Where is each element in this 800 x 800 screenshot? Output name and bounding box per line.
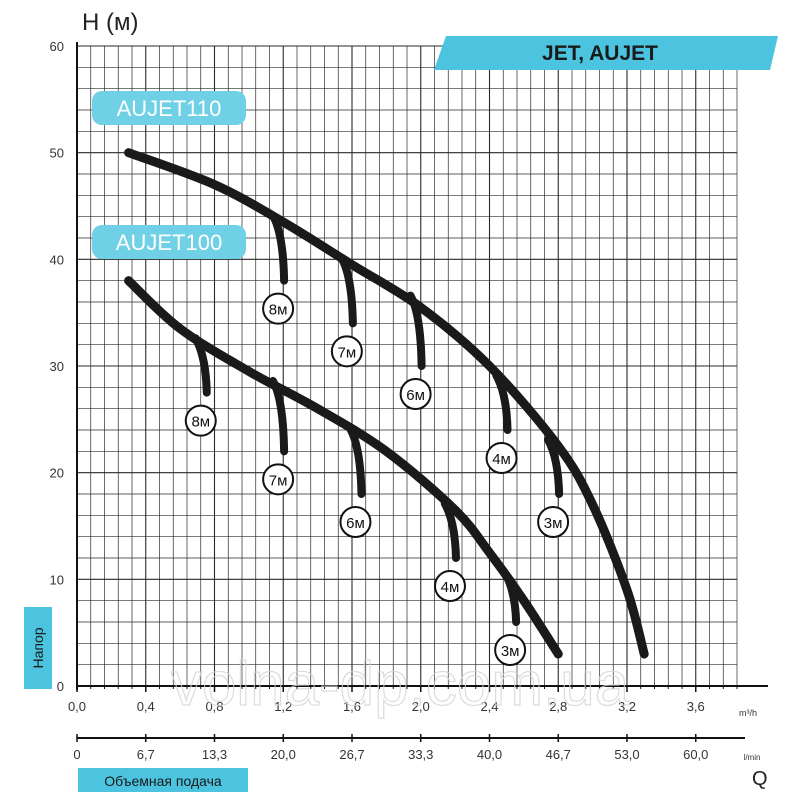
y-tick-label: 40 <box>50 252 64 267</box>
x-tick-label-lmin: 6,7 <box>137 747 155 762</box>
y-tick-label: 50 <box>50 146 64 161</box>
suction-branch-aujet100 <box>268 376 289 456</box>
suction-depth-label: 8м <box>191 414 210 431</box>
x-tick-label-m3h: 0,0 <box>68 699 86 714</box>
grid <box>76 45 738 687</box>
suction-depth-bubble <box>494 634 527 666</box>
legend-aujet100: AUJET100 <box>92 225 246 259</box>
x-tick-label-m3h: 1,6 <box>343 699 361 714</box>
suction-depth-bubble <box>339 506 372 538</box>
x-tick-label-lmin: 40,0 <box>477 747 502 762</box>
x-tick-label-m3h: 0,8 <box>205 699 223 714</box>
suction-depth-label: 6м <box>346 515 365 532</box>
labels: 8м 7м 6м 4м 3м 8м 7м 6м 4м 3м <box>184 292 570 666</box>
suction-depth-bubble <box>184 404 217 437</box>
series-line-aujet110 <box>124 148 649 659</box>
title-banner: JET, AUJET <box>434 36 778 70</box>
x-side-label: Объемная подача <box>78 768 248 792</box>
suction-branch-aujet100 <box>500 568 521 626</box>
suction-depth-label: 3м <box>501 643 520 660</box>
suction-branch-aujet100 <box>440 499 460 562</box>
x-tick-label-m3h: 1,2 <box>274 699 292 714</box>
suction-depth-bubble <box>485 442 518 474</box>
x-side-label-text: Объемная подача <box>104 773 222 789</box>
suction-branch-aujet110 <box>492 371 512 434</box>
y-side-label-text: Напор <box>30 627 46 668</box>
y-side-label: Напор <box>24 607 52 689</box>
x-tick-label-m3h: 2,4 <box>480 699 498 714</box>
y-tick-label: 10 <box>50 572 64 587</box>
suction-branch-aujet110 <box>406 291 426 370</box>
suction-branch-aujet110 <box>268 211 289 285</box>
suction-depth-bubble <box>433 570 466 602</box>
x-tick-label-lmin: 33,3 <box>408 747 433 762</box>
x-tick-label-lmin: 20,0 <box>271 747 296 762</box>
x-tick-label-m3h: 3,6 <box>687 699 705 714</box>
suction-depth-label: 4м <box>441 579 460 596</box>
legend-aujet100-label: AUJET100 <box>116 230 222 255</box>
suction-branch-aujet100 <box>346 424 366 498</box>
x-tick-label-lmin: 53,0 <box>614 747 639 762</box>
x-tick-label-m3h: 3,2 <box>618 699 636 714</box>
x-tick-label-lmin: 13,3 <box>202 747 227 762</box>
suction-depth-bubble <box>262 292 295 325</box>
y-tick-label: 20 <box>50 466 64 481</box>
x-unit-m3h: m³/h <box>739 708 757 718</box>
y-axis-title: H (м) <box>82 9 138 36</box>
x-tick-label-lmin: 0 <box>73 747 80 762</box>
x-tick-label-lmin: 60,0 <box>683 747 708 762</box>
suction-branch-aujet110 <box>337 254 357 328</box>
suction-depth-label: 6м <box>406 387 425 404</box>
suction-depth-label: 7м <box>269 472 288 489</box>
legend-aujet110-label: AUJET110 <box>117 96 222 121</box>
suction-depth-bubble <box>537 506 570 538</box>
x-tick-label-m3h: 2,8 <box>549 699 567 714</box>
x-unit-lmin: l/min <box>744 753 761 762</box>
suction-branch-aujet100 <box>191 334 211 397</box>
suction-depth-label: 7м <box>338 344 357 361</box>
axes: 0 10 20 30 40 50 60 0,0 0,4 0,8 1,2 1,6 2,0 2,4 2,8 3,2… <box>50 39 768 762</box>
legend-aujet110: AUJET110 <box>92 91 246 125</box>
suction-depth-label: 8м <box>269 302 288 319</box>
suction-depth-label: 4м <box>492 451 511 468</box>
curves <box>124 148 649 659</box>
y-tick-label: 30 <box>50 359 64 374</box>
y-tick-label: 0 <box>57 679 64 694</box>
watermark: volna-dp.com.ua <box>171 650 630 719</box>
x-tick-label-lmin: 26,7 <box>339 747 364 762</box>
y-tick-label: 60 <box>50 39 64 54</box>
suction-branch-aujet110 <box>543 435 564 498</box>
suction-depth-label: 3м <box>544 515 563 532</box>
x-tick-label-m3h: 2,0 <box>412 699 430 714</box>
chart-title: JET, AUJET <box>542 42 658 65</box>
x-tick-label-m3h: 0,4 <box>137 699 155 714</box>
x-axis-title: Q <box>752 768 768 790</box>
suction-depth-bubble <box>330 335 363 368</box>
suction-depth-bubble <box>399 378 432 410</box>
x-tick-label-lmin: 46,7 <box>546 747 571 762</box>
suction-depth-bubble <box>262 463 295 496</box>
